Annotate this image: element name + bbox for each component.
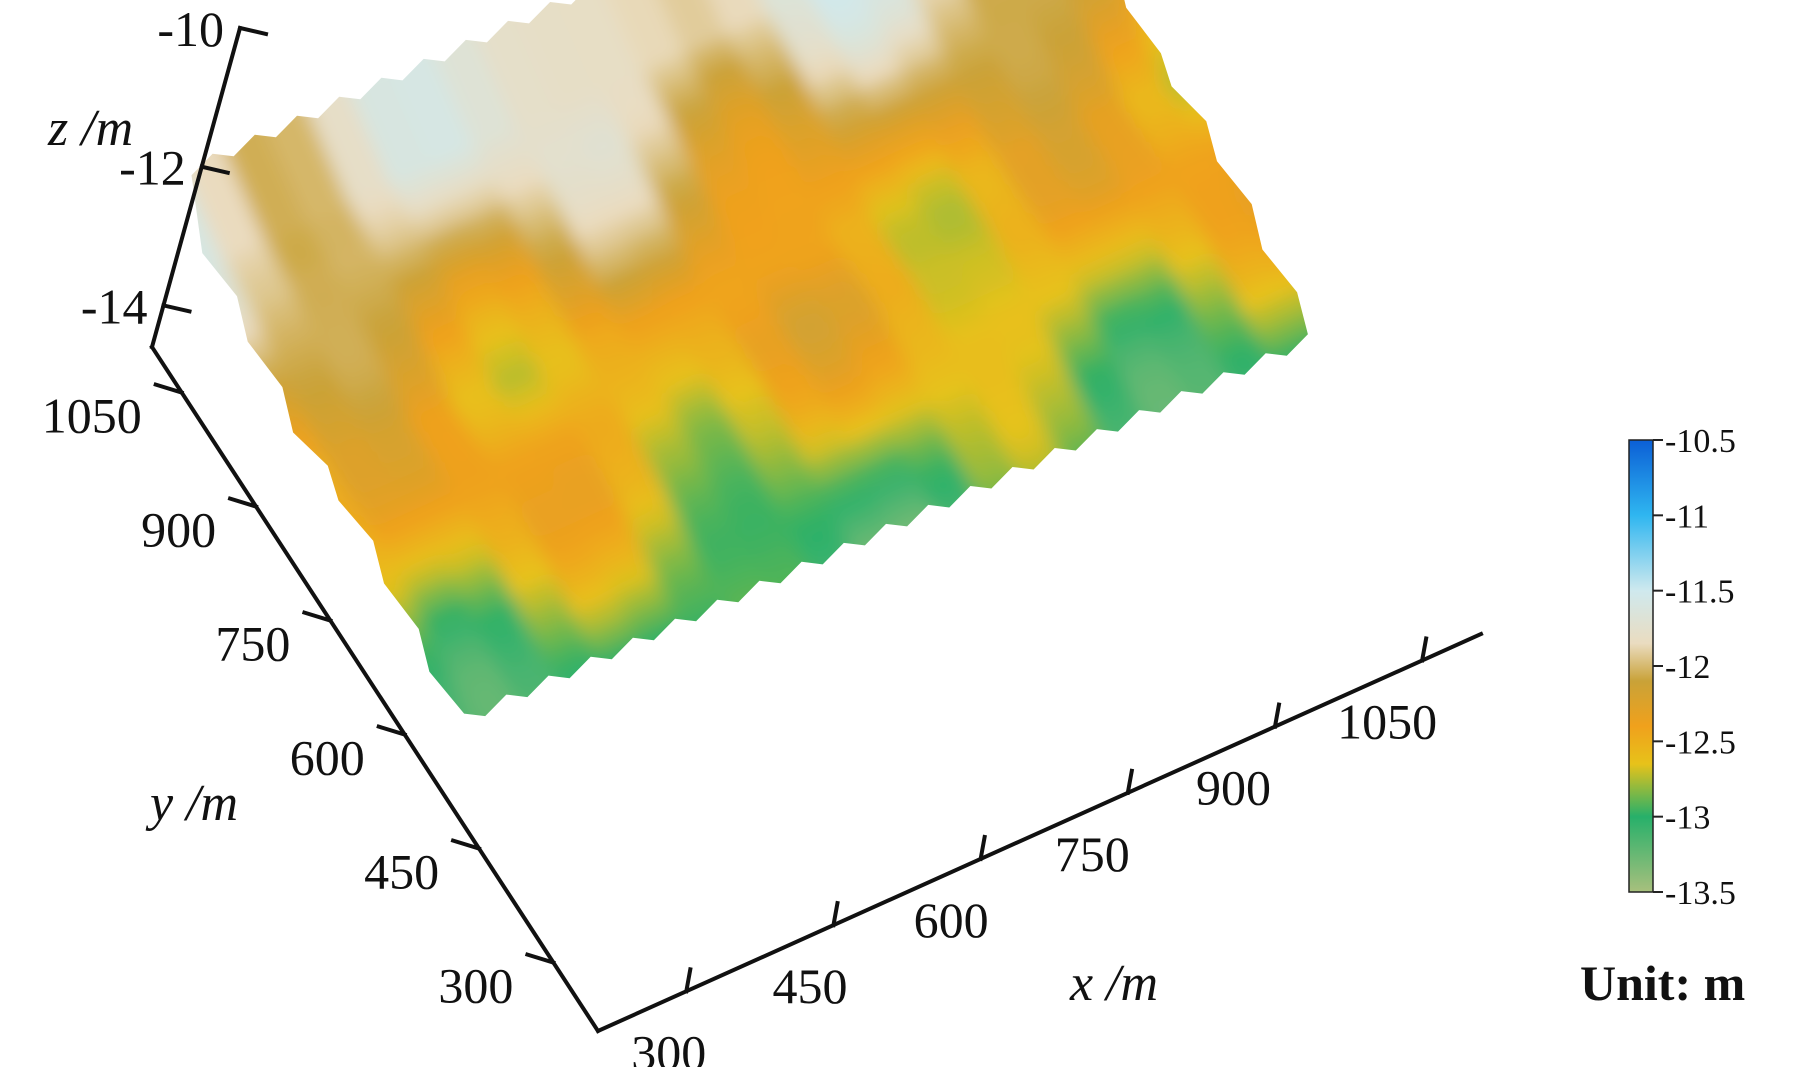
y-tick-label: 1050 bbox=[42, 388, 142, 444]
x-tick bbox=[1125, 768, 1135, 796]
x-tick bbox=[831, 900, 840, 928]
z-tick bbox=[199, 164, 231, 176]
surface-cell bbox=[593, 0, 685, 75]
y-tick-label: 450 bbox=[364, 844, 439, 900]
y-tick bbox=[376, 724, 408, 738]
y-tick bbox=[301, 610, 333, 624]
y-tick bbox=[153, 382, 185, 396]
x-tick-label: 750 bbox=[1055, 826, 1130, 882]
x-tick-label: 600 bbox=[914, 892, 989, 948]
surface-cell bbox=[551, 0, 643, 94]
colorbar-tick-label: -12 bbox=[1665, 649, 1710, 686]
y-axis-title: y /m bbox=[145, 775, 238, 832]
y-tick bbox=[524, 952, 556, 966]
z-tick-label: -10 bbox=[157, 1, 224, 57]
surface-layer bbox=[191, 0, 1308, 717]
z-tick bbox=[161, 302, 192, 314]
surface-group bbox=[191, 0, 1308, 717]
colorbar-tick-label: -13.5 bbox=[1665, 875, 1736, 912]
surface-cell bbox=[677, 0, 769, 37]
surface-blur-group bbox=[191, 0, 1308, 717]
x-axis-line bbox=[595, 631, 1484, 1034]
axes-layer: 300 450 600 750 900 1050 300 450 600 750 900 1050 -1… bbox=[42, 1, 1484, 1067]
x-tick bbox=[1419, 636, 1429, 663]
colorbar-tick-label: -11 bbox=[1665, 498, 1709, 535]
y-tick-label: 600 bbox=[290, 730, 365, 786]
z-tick-label: -12 bbox=[119, 140, 186, 196]
y-tick-label: 300 bbox=[438, 958, 513, 1014]
z-axis-title: z /m bbox=[47, 100, 133, 157]
x-axis-title: x /m bbox=[1069, 955, 1158, 1012]
colorbar-gradient bbox=[1628, 439, 1654, 893]
x-tick bbox=[978, 834, 987, 862]
z-axis-line bbox=[149, 25, 243, 350]
colorbar-tick-label: -10.5 bbox=[1665, 423, 1736, 460]
x-tick bbox=[1272, 702, 1282, 729]
colorbar-unit-label: Unit: m bbox=[1580, 955, 1745, 1011]
colorbar-layer: -10.5 -11 -11.5 -12 -12.5 -13 -13.5 Unit: m bbox=[1580, 423, 1745, 1011]
x-tick-label: 900 bbox=[1196, 760, 1271, 816]
surface-cell bbox=[635, 0, 727, 56]
colorbar-tick-label: -12.5 bbox=[1665, 724, 1736, 761]
z-tick-label: -14 bbox=[81, 278, 148, 334]
y-tick bbox=[227, 496, 259, 510]
y-tick-label: 750 bbox=[215, 616, 290, 672]
x-tick-label: 300 bbox=[631, 1024, 706, 1067]
x-tick-label: 450 bbox=[772, 958, 847, 1014]
y-tick bbox=[450, 838, 482, 852]
x-tick bbox=[683, 966, 693, 994]
y-axis-line bbox=[149, 344, 601, 1034]
y-tick-label: 900 bbox=[141, 502, 216, 558]
z-tick bbox=[237, 25, 269, 37]
x-tick-label: 1050 bbox=[1337, 693, 1437, 749]
colorbar-tick-label: -13 bbox=[1665, 800, 1710, 837]
colorbar-tick-label: -11.5 bbox=[1665, 574, 1735, 611]
